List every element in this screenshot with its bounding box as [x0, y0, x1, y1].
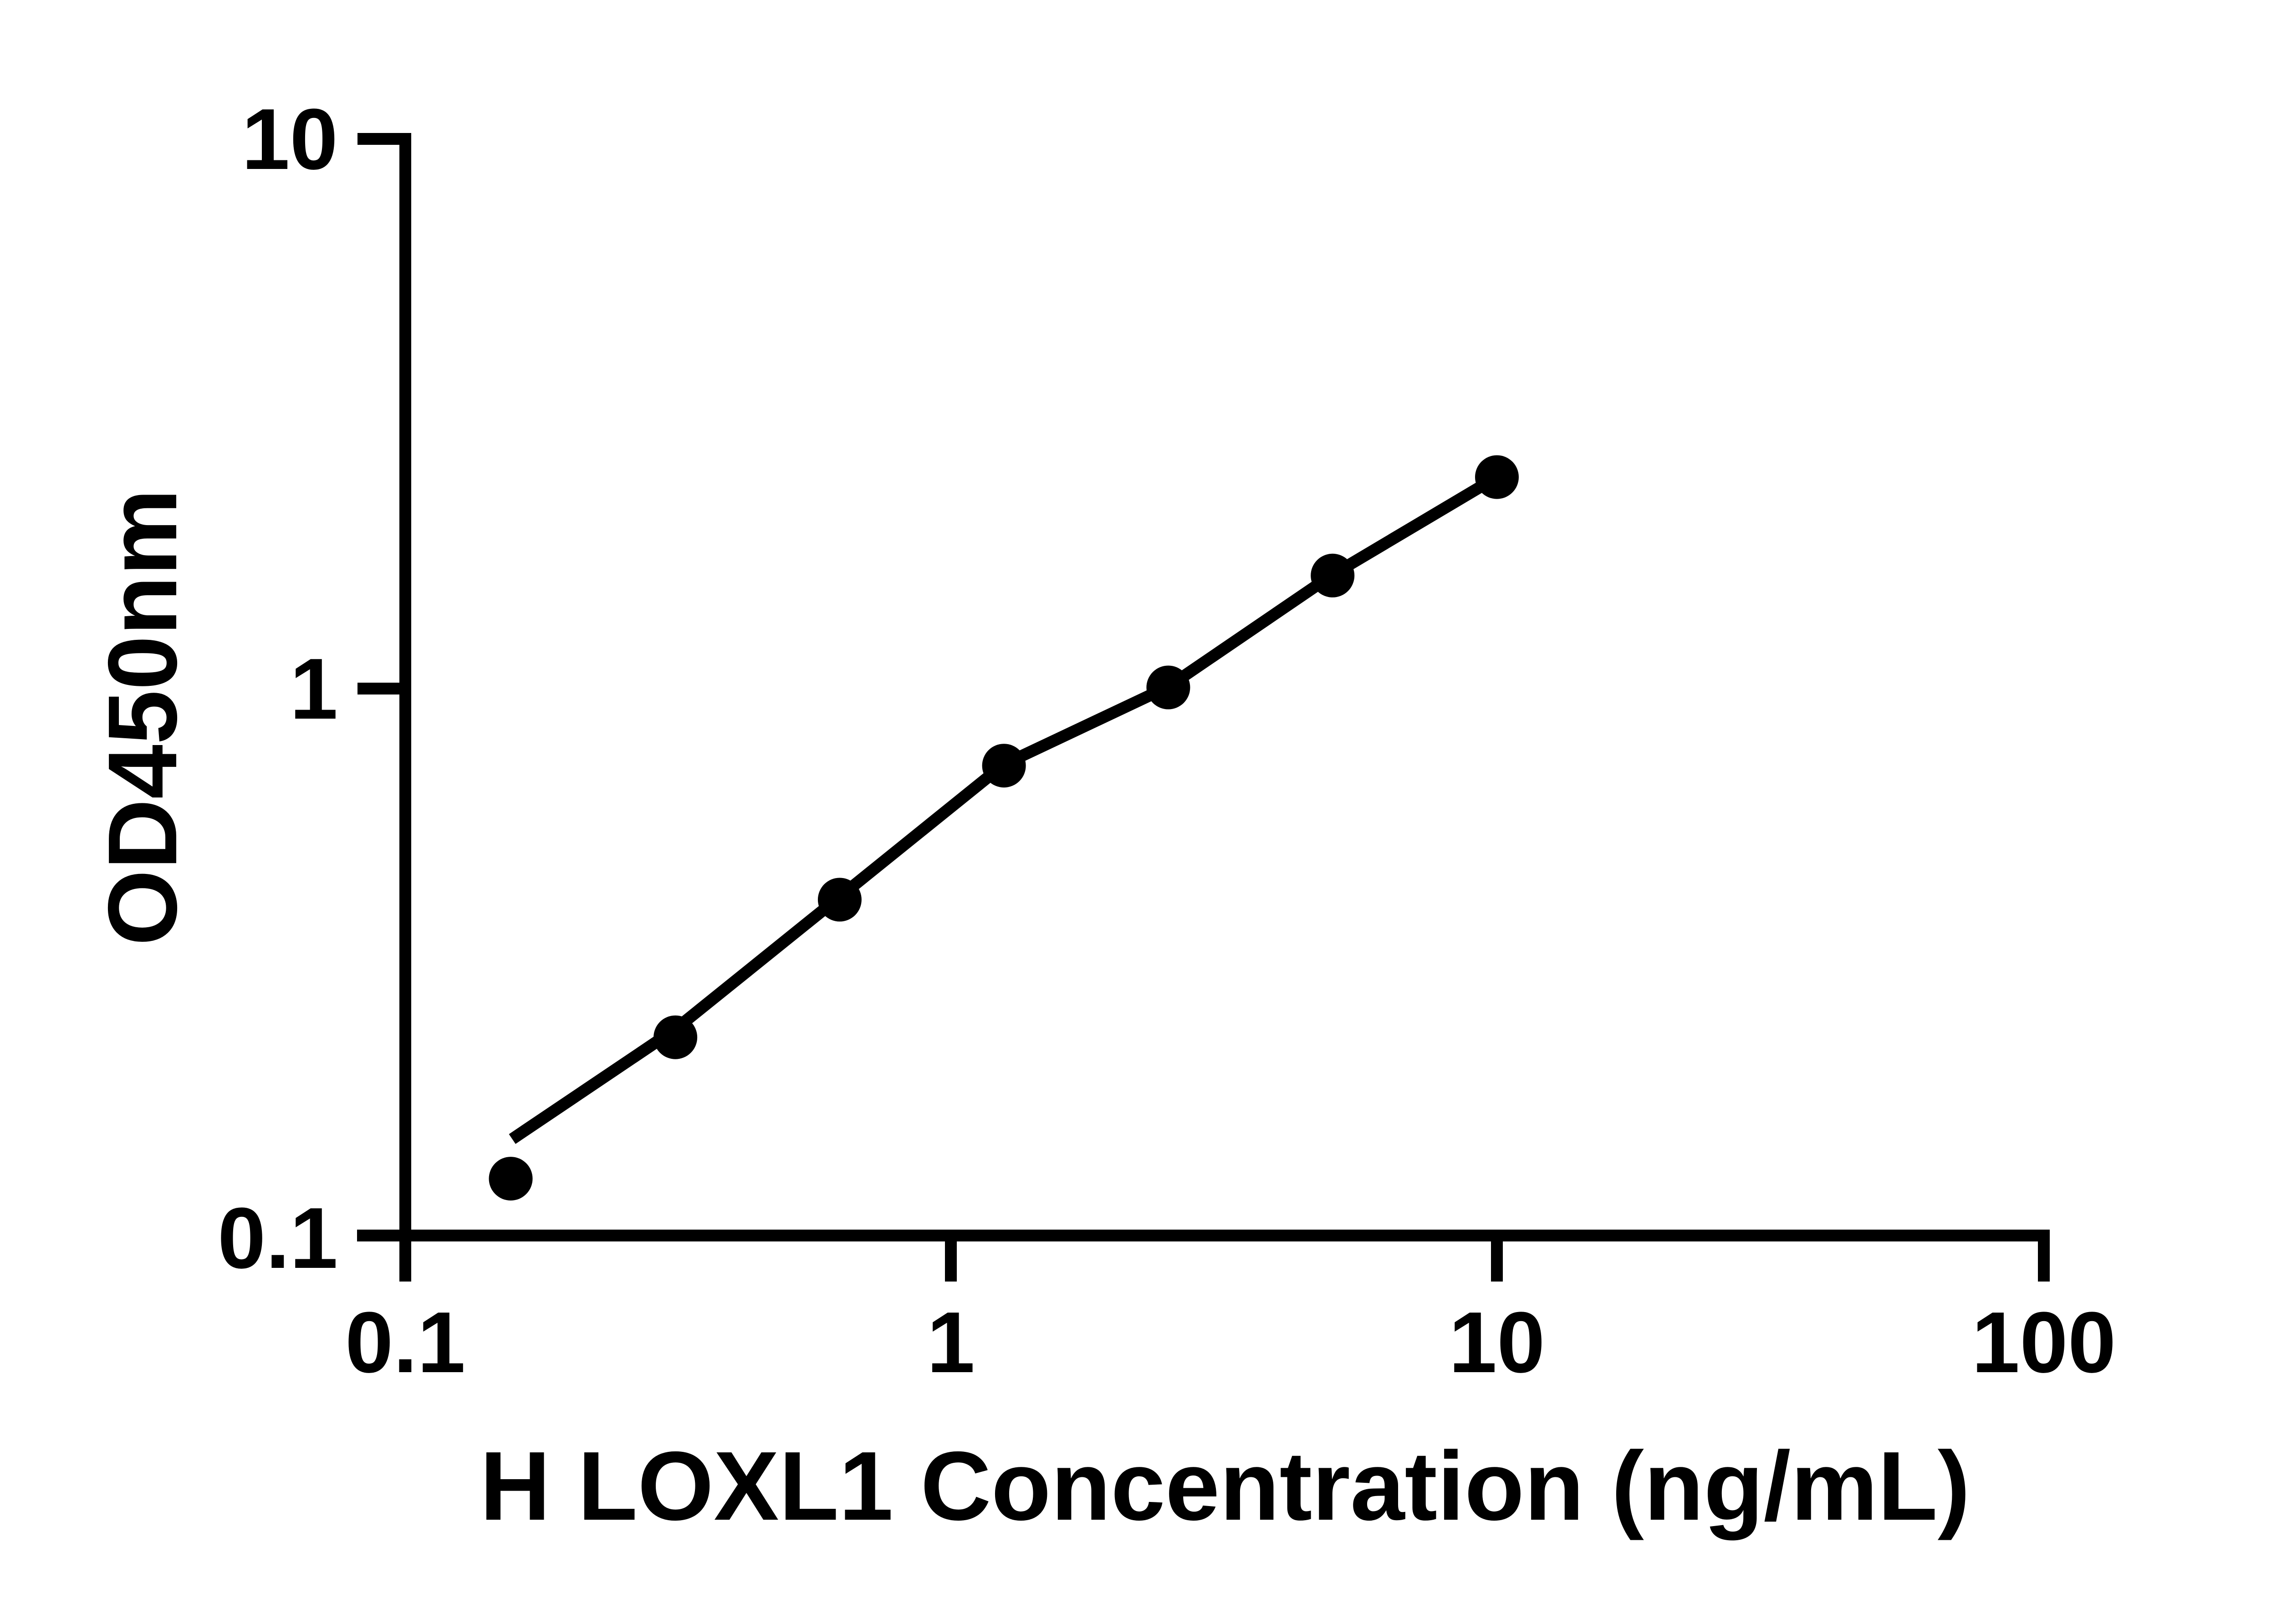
x-tick-10 [1491, 1241, 1503, 1282]
x-tick-1 [945, 1241, 957, 1282]
y-axis-line [399, 133, 411, 1241]
data-point [489, 1157, 533, 1201]
data-point [817, 878, 862, 922]
y-axis: 10 1 0.1 [218, 91, 411, 1287]
x-tick-100 [2038, 1241, 2050, 1282]
x-tick-label-100: 100 [1971, 1294, 2116, 1391]
y-tick-10 [357, 133, 399, 145]
x-tick-label-1: 1 [927, 1294, 975, 1391]
data-points [489, 455, 1519, 1201]
y-tick-label-10: 10 [242, 91, 338, 188]
x-tick-0.1 [399, 1241, 411, 1282]
y-axis-title: OD450nm [87, 489, 197, 946]
y-tick-label-0.1: 0.1 [218, 1190, 338, 1287]
x-axis-line [357, 1230, 2050, 1241]
data-point [982, 744, 1026, 788]
y-tick-1 [357, 683, 399, 695]
data-point [1146, 665, 1190, 710]
data-point [1311, 553, 1355, 598]
x-axis: 0.1 1 10 100 [345, 1230, 2116, 1391]
x-axis-title: H LOXL1 Concentration (ng/mL) [480, 1431, 1971, 1541]
data-point [653, 1015, 698, 1059]
x-tick-label-0.1: 0.1 [345, 1294, 465, 1391]
x-tick-label-10: 10 [1449, 1294, 1545, 1391]
y-tick-label-1: 1 [290, 641, 338, 737]
data-point [1475, 455, 1519, 499]
